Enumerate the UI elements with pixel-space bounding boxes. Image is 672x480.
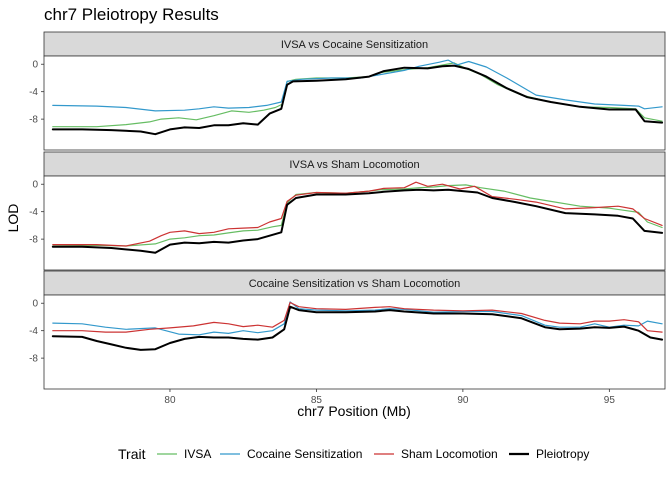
facet-panel-2: IVSA vs Sham Locomotion 0 -4 -8 <box>29 151 666 271</box>
y-tick-label: -4 <box>29 207 38 218</box>
panel-area <box>43 175 666 271</box>
legend-label-cocaine-sensitization: Cocaine Sensitization <box>247 447 362 461</box>
facet-panel-3: Cocaine Sensitization vs Sham Locomotion… <box>29 270 666 390</box>
x-tick-label: 95 <box>604 395 616 406</box>
series-line-cocaine-sensitization <box>52 59 663 112</box>
series-line-cocaine-sensitization <box>52 301 663 336</box>
y-tick-label: 0 <box>32 60 38 71</box>
facet-strip-label: IVSA vs Sham Locomotion <box>289 159 419 171</box>
facet-strip-label: Cocaine Sensitization vs Sham Locomotion <box>249 278 461 290</box>
facet-strip <box>43 151 666 177</box>
y-tick-label: -8 <box>29 354 38 365</box>
facet-strip-label: IVSA vs Cocaine Sensitization <box>281 39 428 51</box>
series-line-sham-locomotion <box>52 301 663 333</box>
x-axis: 80 85 90 95 <box>164 389 615 406</box>
panel-area <box>43 294 666 390</box>
y-tick-label: -8 <box>29 235 38 246</box>
x-tick-label: 85 <box>311 395 323 406</box>
y-tick-label: -8 <box>29 115 38 126</box>
y-tick-label: 0 <box>32 299 38 310</box>
x-tick-label: 90 <box>457 395 469 406</box>
facet-strip <box>43 270 666 296</box>
legend-label-ivsa: IVSA <box>184 447 211 461</box>
series-line-sham-locomotion <box>52 181 663 247</box>
x-tick-label: 80 <box>164 395 176 406</box>
series-line-pleiotropy <box>51 305 664 351</box>
y-tick-label: -4 <box>29 87 38 98</box>
facet-panel-1: IVSA vs Cocaine Sensitization 0 -4 -8 <box>29 31 666 151</box>
series-line-pleiotropy <box>51 188 664 254</box>
panel-area <box>43 55 666 151</box>
y-tick-label: 0 <box>32 180 38 191</box>
legend-label-sham-locomotion: Sham Locomotion <box>401 447 498 461</box>
chart-title: chr7 Pleiotropy Results <box>44 5 219 24</box>
y-axis-title: LOD <box>5 204 21 233</box>
x-axis-title: chr7 Position (Mb) <box>297 403 411 419</box>
legend-label-pleiotropy: Pleiotropy <box>536 447 589 461</box>
y-tick-label: -4 <box>29 326 38 337</box>
legend-title: Trait <box>118 446 146 462</box>
series-line-pleiotropy <box>51 64 664 136</box>
facet-strip <box>43 31 666 57</box>
legend: Trait IVSA Cocaine Sensitization Sham Loco… <box>118 446 589 462</box>
